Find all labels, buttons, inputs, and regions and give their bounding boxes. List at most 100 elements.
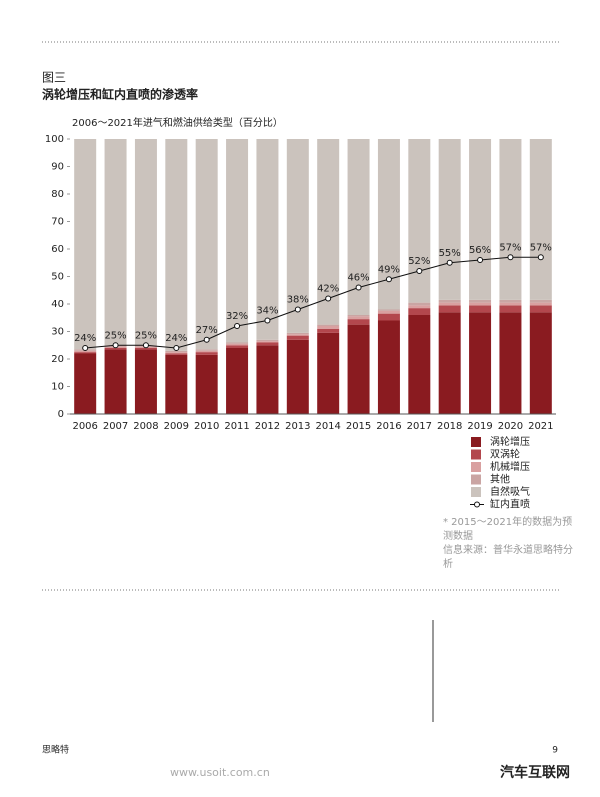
data-label: 55% (439, 248, 461, 259)
bar-segment (347, 139, 370, 315)
page-title: 涡轮增压和缸内直喷的渗透率 (42, 87, 198, 102)
bar-segment (499, 302, 522, 306)
legend-label: 机械增压 (490, 460, 530, 473)
data-label: 38% (287, 295, 309, 306)
data-label: 27% (196, 325, 218, 336)
bar-segment (195, 350, 218, 353)
chart-title: 2006～2021年进气和燃油供给类型（百分比） (72, 116, 283, 129)
bar-segment (377, 139, 400, 310)
line-marker (142, 342, 149, 349)
source-note: 信息来源：普华永道思略特分析 (443, 545, 573, 570)
x-tick-label: 2008 (133, 421, 158, 432)
legend-label: 双涡轮 (490, 448, 520, 461)
bar-segment (438, 312, 461, 414)
bar-segment (317, 326, 340, 329)
bar-segment (347, 315, 370, 317)
x-tick-label: 2010 (194, 421, 219, 432)
bar-segment (377, 309, 400, 311)
bar-segment (286, 339, 309, 414)
bar-segment (408, 302, 431, 306)
y-tick-label: 80 (51, 189, 64, 200)
line-marker (294, 306, 301, 313)
bar-segment (499, 312, 522, 414)
data-label: 57% (530, 242, 552, 253)
x-tick-label: 2014 (315, 421, 340, 432)
x-tick-label: 2007 (103, 421, 128, 432)
footnote: * 2015～2021年的数据为预测数据 (443, 517, 573, 542)
bar-segment (469, 139, 492, 300)
legend-label: 其他 (490, 473, 510, 486)
x-tick-label: 2018 (437, 421, 462, 432)
bar-segment (165, 352, 188, 354)
legend-label: 自然吸气 (490, 485, 530, 498)
legend-swatch (471, 462, 481, 472)
bar-segment (256, 345, 279, 414)
data-label: 25% (104, 330, 126, 341)
x-tick-label: 2006 (72, 421, 97, 432)
bar-segment (104, 348, 127, 350)
legend-swatch (471, 474, 481, 485)
y-tick-label: 90 (51, 162, 64, 173)
page-number: 9 (552, 746, 558, 756)
bar-segment (408, 308, 431, 315)
bar-segment (317, 328, 340, 333)
bar-segment (408, 139, 431, 303)
bar-segment (408, 305, 431, 309)
bar-segment (74, 353, 97, 414)
bar-segment (226, 345, 249, 348)
x-tick-label: 2019 (467, 421, 492, 432)
y-tick-label: 20 (51, 354, 64, 365)
bar-segment (438, 299, 461, 303)
line (85, 256, 541, 349)
y-tick-label: 0 (58, 409, 64, 420)
data-label: 24% (165, 333, 187, 344)
line-marker (477, 257, 484, 263)
legend-swatch (471, 487, 481, 497)
bar-segment (438, 302, 461, 306)
y-tick-label: 30 (51, 327, 64, 338)
line-marker (446, 259, 453, 266)
bar-segment (286, 139, 309, 333)
bar-segment (165, 139, 188, 351)
data-label: 46% (347, 273, 369, 284)
figure-label: 图三 (42, 71, 66, 85)
y-tick-label: 100 (45, 134, 64, 145)
footer-brand: 思略特 (42, 744, 69, 756)
line-marker (537, 254, 544, 261)
bar-segment (529, 305, 552, 313)
bar-segment (499, 139, 522, 300)
bar-segment (226, 343, 249, 346)
data-label: 42% (317, 284, 339, 295)
line-marker (325, 295, 332, 302)
data-label: 24% (74, 333, 96, 344)
line-marker (203, 336, 210, 343)
bar-segment (256, 339, 279, 342)
bar-segment (74, 352, 97, 354)
y-tick-label: 40 (51, 299, 64, 310)
bar-segment (165, 354, 188, 414)
bar-segment (499, 305, 522, 313)
bar-segment (347, 316, 370, 320)
x-tick-label: 2016 (376, 421, 401, 432)
bar-segment (165, 353, 188, 355)
bar-segment (529, 302, 552, 306)
bar-segment (104, 139, 127, 346)
bar-segment (195, 139, 218, 350)
bar-segment (256, 139, 279, 340)
bar-segment (469, 305, 492, 313)
bar-segment (529, 139, 552, 300)
x-tick-label: 2009 (164, 421, 189, 432)
watermark: www.usoit.com.cn (170, 766, 270, 779)
bar-segment (469, 312, 492, 414)
bar-segment (195, 349, 218, 351)
x-tick-label: 2012 (255, 421, 280, 432)
line-marker (82, 345, 89, 351)
x-tick-label: 2017 (407, 421, 432, 432)
legend-swatch (471, 449, 481, 460)
legend-swatch (471, 437, 481, 447)
bar-segment (438, 305, 461, 313)
data-label: 52% (408, 256, 430, 267)
y-tick-label: 50 (51, 272, 64, 283)
